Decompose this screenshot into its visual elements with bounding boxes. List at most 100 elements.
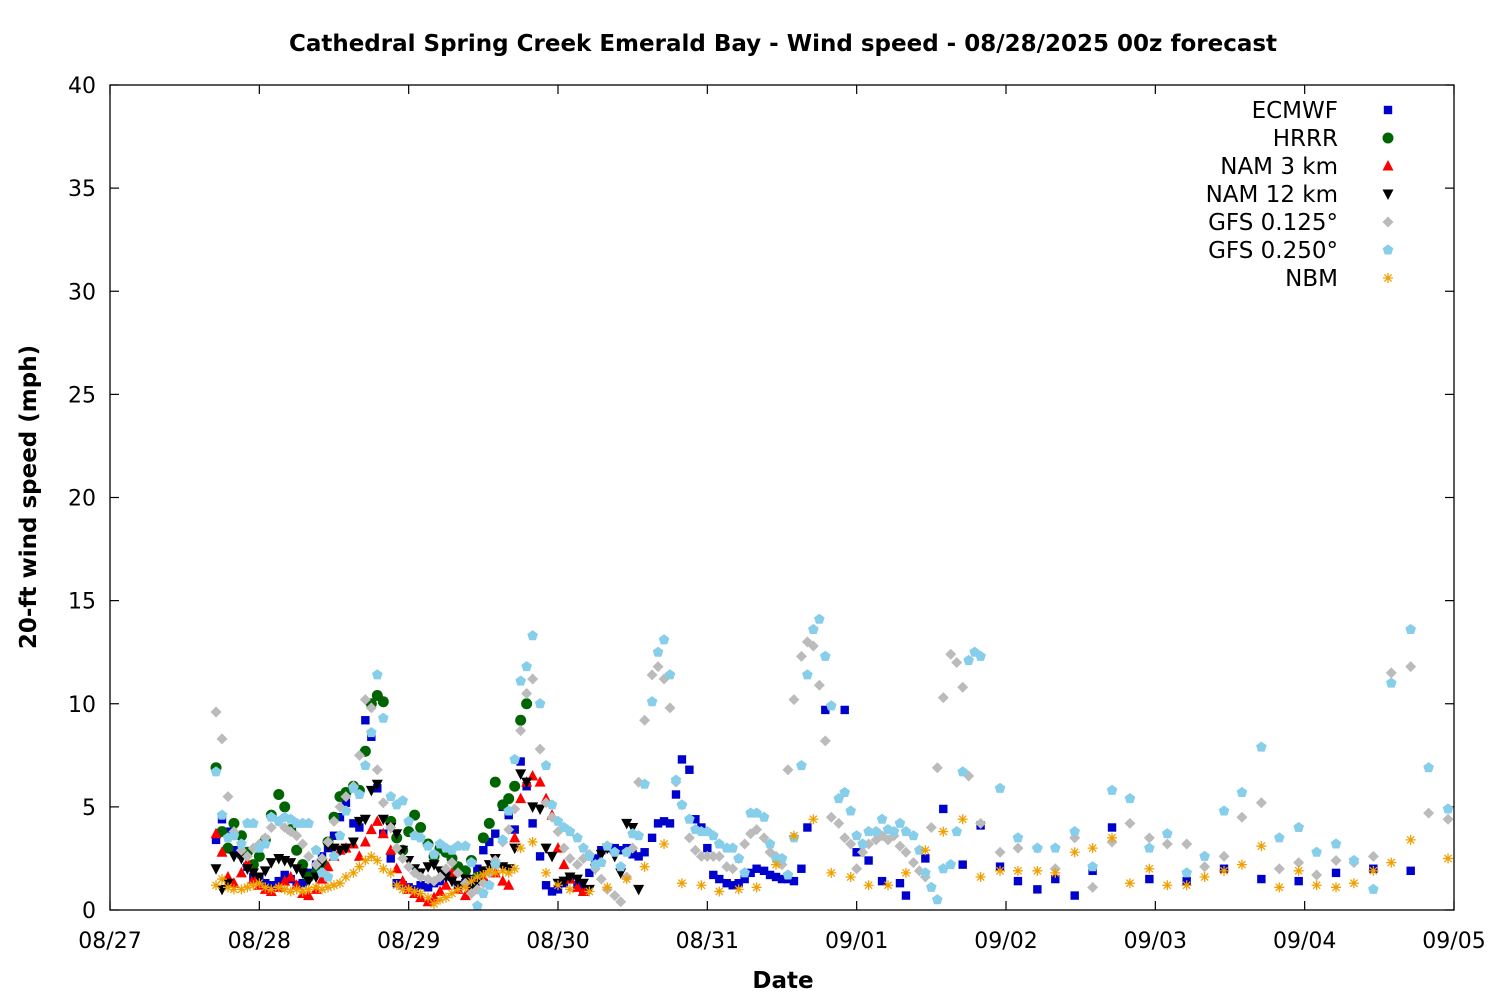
data-point [253,872,265,883]
data-point [497,875,509,886]
data-point [571,859,583,871]
data-point [733,852,745,863]
data-point [291,864,303,875]
data-point [578,842,589,853]
data-point [840,705,849,715]
data-point [900,826,912,837]
data-point [1311,880,1322,891]
data-point [365,702,377,714]
data-point [273,789,285,800]
data-point [479,845,488,855]
data-point [839,786,851,797]
data-point [1443,853,1454,864]
legend-marker [1383,273,1393,283]
data-point [937,692,949,704]
data-point [797,864,806,873]
data-point [211,880,222,891]
data-point [1274,882,1285,893]
data-point [665,819,675,828]
data-point [1070,891,1079,900]
data-point [546,851,558,863]
data-point [894,817,906,828]
data-point [639,778,650,789]
data-point [259,866,271,877]
data-point [833,817,845,829]
data-point [385,822,397,833]
data-point [365,785,377,797]
data-point [397,852,409,864]
legend-label: GFS 0.250° [1208,238,1338,264]
data-point [391,862,403,874]
data-point [441,892,451,903]
data-point [340,872,351,882]
data-point [515,725,527,737]
data-point [527,673,539,685]
y-tick-label: 40 [68,74,96,99]
data-point [1294,876,1303,886]
data-point [1348,854,1360,866]
data-point [435,894,446,905]
data-point [285,871,297,882]
data-point [397,795,409,806]
data-point [664,669,676,680]
data-point [254,878,265,889]
data-point [951,657,963,668]
data-point [521,687,533,699]
data-point [515,769,527,780]
data-point [260,882,271,893]
data-point [472,900,483,911]
data-point [285,858,297,869]
data-point [558,876,570,888]
data-point [466,876,477,887]
data-point [595,849,607,861]
data-point [825,700,837,711]
data-point [521,698,533,710]
data-point [334,845,346,857]
data-point [334,830,346,841]
data-point [584,886,595,897]
data-point [429,898,440,909]
data-point [1145,874,1154,884]
data-point [378,863,389,874]
data-point [334,878,345,889]
data-point [758,811,770,822]
data-point [446,888,457,899]
data-point [534,776,546,787]
data-point [907,857,919,869]
data-point [397,875,409,886]
data-point [348,867,359,878]
data-point [857,846,869,858]
data-point [415,822,427,833]
data-point [409,886,420,897]
data-point [1087,881,1099,893]
data-point [434,871,446,883]
data-point [491,829,500,838]
data-point [247,868,259,879]
data-point [253,850,265,862]
data-point [808,814,819,825]
data-point [466,856,477,868]
data-point [851,830,862,841]
data-point [1107,832,1118,843]
data-point [416,881,425,890]
data-point [671,790,681,799]
data-point [235,866,247,878]
data-point [807,640,819,652]
data-point [652,646,664,657]
data-point [1273,832,1285,843]
y-tick-label: 10 [68,693,96,718]
data-point [228,877,240,888]
data-point [937,863,949,874]
data-point [216,733,228,745]
data-point [535,852,545,861]
data-point [758,832,770,844]
data-point [478,887,489,899]
data-point [975,817,987,829]
data-point [236,838,247,849]
data-point [609,890,621,902]
data-point [585,868,594,878]
data-point [503,879,515,890]
data-point [484,865,495,876]
data-point [1161,828,1173,839]
data-point [994,846,1006,858]
